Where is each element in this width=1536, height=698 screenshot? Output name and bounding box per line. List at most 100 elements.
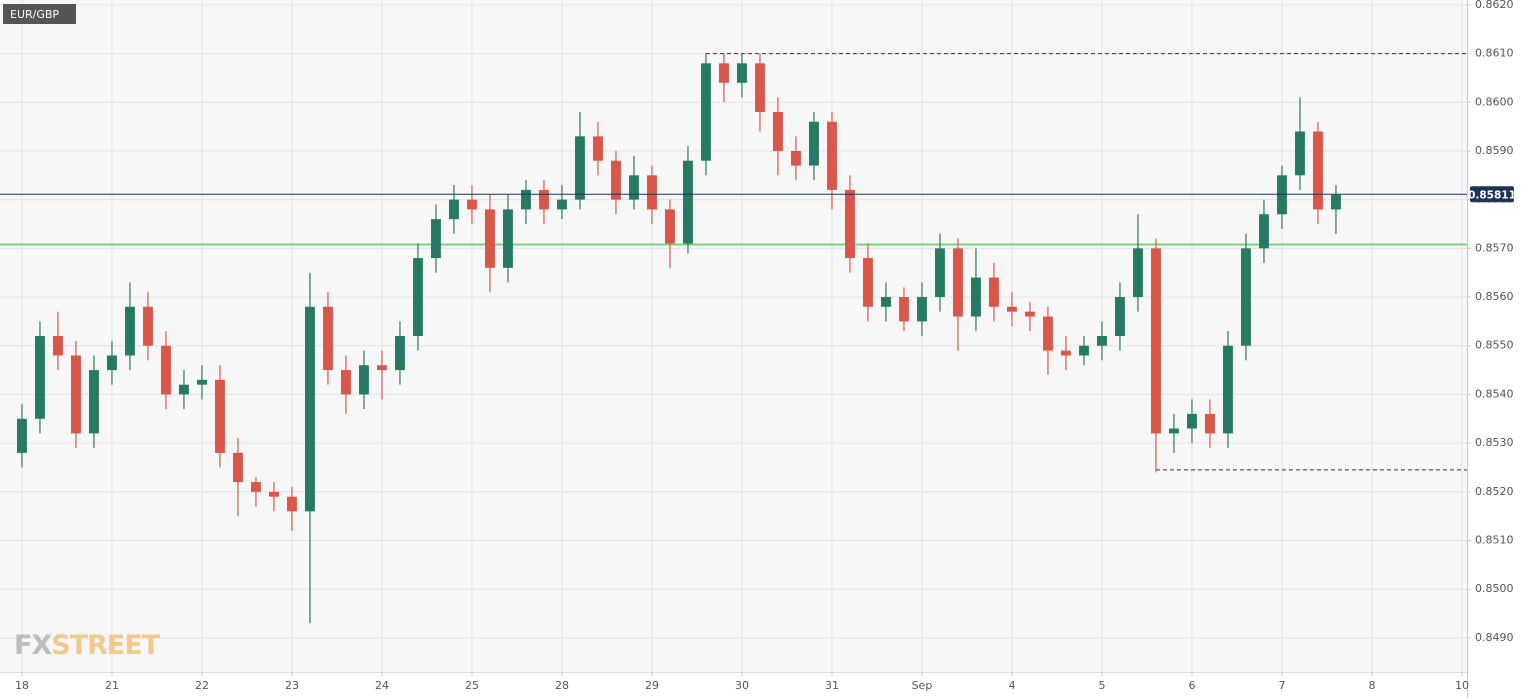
y-tick-label: 0.8510 (1475, 534, 1514, 547)
candle-body (1079, 345, 1089, 356)
candle-body (917, 297, 927, 322)
title-box (3, 4, 76, 24)
x-tick-label: 25 (465, 679, 479, 692)
candle-body (1169, 428, 1179, 434)
candle-body (755, 63, 765, 112)
candle-body (863, 258, 873, 307)
candle-body (683, 160, 693, 244)
x-tick-label: 21 (105, 679, 119, 692)
candle-body (1061, 350, 1071, 356)
candle-body (1313, 131, 1323, 210)
candle-body (881, 297, 891, 307)
candle-body (953, 248, 963, 317)
candle-body (1025, 311, 1035, 317)
candle-body (413, 258, 423, 336)
candle-body (35, 336, 45, 419)
candle-body (1241, 248, 1251, 346)
candle-body (557, 199, 567, 210)
y-tick-label: 0.8570 (1475, 241, 1514, 254)
y-tick-label: 0.8530 (1475, 436, 1514, 449)
candle-body (719, 63, 729, 83)
candle-body (1187, 413, 1197, 429)
candle-body (827, 121, 837, 190)
candle-body (377, 365, 387, 371)
candle-body (809, 121, 819, 166)
x-tick-label: 29 (645, 679, 659, 692)
candle-body (539, 189, 549, 210)
candle-body (1295, 131, 1305, 176)
x-tick-label: 6 (1188, 679, 1195, 692)
candle-body (359, 365, 369, 395)
candle-body (1133, 248, 1143, 298)
candle-body (845, 189, 855, 259)
y-tick-label: 0.8600 (1475, 95, 1514, 108)
candle-body (773, 112, 783, 151)
candle-body (233, 452, 243, 483)
y-tick-label: 0.8550 (1475, 339, 1514, 352)
candle-body (971, 277, 981, 317)
watermark-part: STREET (51, 630, 161, 661)
candle-body (575, 136, 585, 200)
x-tick-label: 24 (375, 679, 389, 692)
x-tick-label: 4 (1008, 679, 1015, 692)
candle-body (503, 209, 513, 268)
x-tick-label: 18 (15, 679, 29, 692)
y-tick-label: 0.8490 (1475, 631, 1514, 644)
y-tick-label: 0.8590 (1475, 144, 1514, 157)
candle-body (305, 306, 315, 512)
candle-body (593, 136, 603, 161)
candle-body (737, 63, 747, 83)
candle-body (1151, 248, 1161, 434)
x-tick-label: 8 (1368, 679, 1375, 692)
watermark: FXSTREET (14, 630, 161, 661)
candle-body (629, 175, 639, 200)
y-tick-label: 0.8560 (1475, 290, 1514, 303)
candle-body (899, 297, 909, 322)
x-tick-label: 30 (735, 679, 749, 692)
candle-body (341, 370, 351, 395)
candle-body (323, 306, 333, 371)
candle-body (1043, 316, 1053, 351)
candle-body (1259, 214, 1269, 249)
candle-body (989, 277, 999, 307)
y-tick-label: 0.8520 (1475, 485, 1514, 498)
x-tick-label: 5 (1098, 679, 1105, 692)
y-tick-label: 0.8620 (1475, 0, 1514, 11)
candle-body (665, 209, 675, 244)
chart-title: EUR/GBP (10, 8, 59, 21)
y-tick-label: 0.8540 (1475, 387, 1514, 400)
candle-body (179, 384, 189, 395)
candle-body (1331, 194, 1341, 210)
candle-body (935, 248, 945, 298)
candle-body (485, 209, 495, 268)
candle-body (161, 345, 171, 395)
candle-body (143, 306, 153, 346)
y-tick-label: 0.8500 (1475, 582, 1514, 595)
candle-body (53, 336, 63, 356)
candle-body (1223, 345, 1233, 434)
candle-body (791, 150, 801, 166)
plot-background (0, 0, 1467, 672)
candle-body (269, 491, 279, 497)
candle-body (449, 199, 459, 220)
last-price-box (1470, 186, 1514, 203)
candle-body (107, 355, 117, 371)
y-tick-label: 0.8610 (1475, 47, 1514, 60)
candle-body (89, 370, 99, 434)
candle-body (125, 306, 135, 356)
x-tick-label: 22 (195, 679, 209, 692)
x-tick-label: 31 (825, 679, 839, 692)
x-tick-label: 28 (555, 679, 569, 692)
candle-body (395, 336, 405, 371)
last-price-label: 0.85811 (1468, 189, 1516, 201)
candle-body (1205, 413, 1215, 434)
candle-body (1097, 336, 1107, 346)
x-tick-label: Sep (912, 679, 933, 692)
candle-body (521, 189, 531, 210)
candle-body (431, 219, 441, 259)
x-tick-label: 10 (1455, 679, 1469, 692)
candle-body (647, 175, 657, 210)
x-tick-label: 23 (285, 679, 299, 692)
candle-body (1007, 306, 1017, 312)
